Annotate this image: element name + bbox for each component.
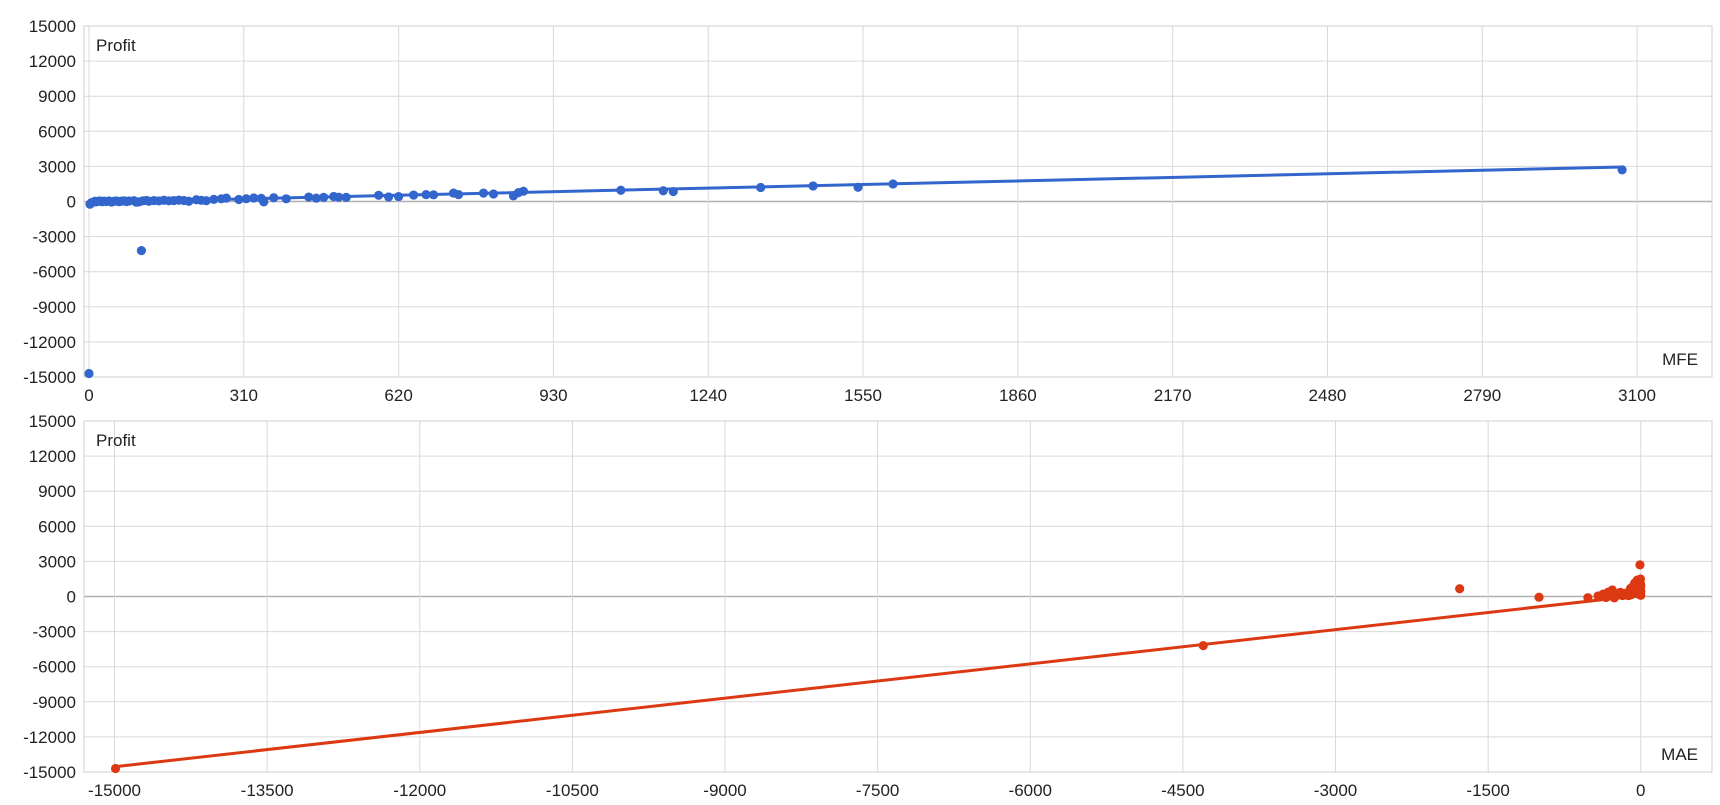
y-tick-label: 0 [67, 193, 76, 212]
x-tick-label: 3100 [1618, 386, 1656, 405]
data-point [249, 193, 259, 203]
chart-panel-2: 15000 12000 9000 6000 3000 0 -3000 -6000 -9000 -1… [23, 412, 1713, 800]
data-point [209, 194, 219, 204]
y-tick-label: -12000 [23, 333, 76, 352]
data-point [1534, 592, 1544, 602]
data-point [1617, 165, 1627, 175]
data-point [281, 194, 291, 204]
data-point [394, 191, 404, 202]
data-point [1455, 584, 1465, 594]
y-tick-label: 6000 [38, 517, 76, 536]
data-point [1636, 580, 1646, 590]
y-tick-label: 15000 [29, 17, 76, 36]
data-point [888, 179, 898, 189]
y-tick-label: 0 [67, 588, 76, 607]
data-point [853, 182, 863, 192]
y-axis-title: Profit [96, 431, 136, 450]
data-point [234, 194, 244, 205]
x-tick-label: -6000 [1009, 781, 1052, 800]
y-tick-label: 3000 [38, 552, 76, 571]
y-tick-label: 9000 [38, 482, 76, 501]
data-point [1635, 560, 1645, 570]
data-point [374, 190, 384, 200]
x-tick-label: 2790 [1463, 386, 1501, 405]
y-tick-label: 12000 [29, 52, 76, 71]
data-point [488, 189, 499, 199]
chart-panel-1: 15000 12000 9000 6000 3000 0 -3000 -6000 -9000 -1… [23, 17, 1713, 405]
data-point [311, 193, 321, 203]
data-point [1583, 593, 1593, 603]
y-tick-label: 6000 [38, 122, 76, 141]
data-point [259, 197, 269, 207]
data-point [334, 192, 344, 202]
x-tick-label: -1500 [1466, 781, 1509, 800]
data-point [319, 192, 329, 203]
y-axis-title: Profit [96, 36, 136, 55]
y-tick-label: 12000 [29, 447, 76, 466]
x-axis-title: MFE [1662, 350, 1698, 369]
y-tick-label: -12000 [23, 728, 76, 747]
y-tick-label: -15000 [23, 763, 76, 782]
data-point [241, 194, 251, 204]
x-tick-label: -15000 [88, 781, 141, 800]
data-point [221, 193, 231, 203]
y-tick-label: -3000 [33, 623, 76, 642]
data-point [201, 196, 211, 206]
x-tick-label: -3000 [1314, 781, 1357, 800]
data-point [428, 190, 439, 200]
x-axis-title: MAE [1661, 745, 1698, 764]
data-point [184, 196, 194, 206]
y-tick-label: -6000 [33, 263, 76, 282]
y-tick-label: 15000 [29, 412, 76, 431]
plot-area [83, 25, 1713, 378]
data-point [808, 181, 818, 191]
data-point [453, 189, 464, 200]
x-tick-label: -10500 [546, 781, 599, 800]
data-point [658, 186, 668, 196]
plot-area [83, 420, 1713, 773]
x-tick-label: -13500 [241, 781, 294, 800]
data-point [478, 188, 489, 198]
y-tick-label: -3000 [33, 228, 76, 247]
x-tick-label: 2170 [1154, 386, 1192, 405]
data-point [341, 192, 351, 203]
x-tick-label: 0 [84, 386, 93, 405]
x-tick-label: 2480 [1309, 386, 1347, 405]
x-tick-label: -7500 [856, 781, 899, 800]
trendline [113, 593, 1643, 769]
data-point [518, 186, 529, 196]
x-tick-label: 1550 [844, 386, 882, 405]
data-point [1636, 586, 1646, 597]
data-point [384, 192, 394, 202]
data-point [136, 246, 147, 256]
y-tick-label: -15000 [23, 368, 76, 387]
y-tick-label: 9000 [38, 87, 76, 106]
data-point [269, 193, 279, 203]
x-tick-label: 310 [230, 386, 258, 405]
x-tick-label: -4500 [1161, 781, 1204, 800]
x-tick-label: 620 [384, 386, 412, 405]
data-point [1198, 641, 1208, 651]
x-tick-label: -9000 [703, 781, 746, 800]
x-tick-label: 0 [1636, 781, 1645, 800]
data-point [110, 763, 121, 774]
data-point [668, 186, 678, 197]
y-tick-label: -6000 [33, 658, 76, 677]
y-tick-label: -9000 [33, 693, 76, 712]
x-tick-label: -12000 [393, 781, 446, 800]
data-point [304, 192, 314, 202]
x-tick-label: 1240 [689, 386, 727, 405]
data-point [756, 182, 766, 193]
data-point [616, 185, 626, 195]
data-point [408, 190, 419, 200]
x-tick-label: 930 [539, 386, 567, 405]
y-tick-label: -9000 [33, 298, 76, 317]
y-tick-label: 3000 [38, 157, 76, 176]
data-point [421, 189, 431, 200]
x-tick-label: 1860 [999, 386, 1037, 405]
data-point [84, 368, 94, 379]
